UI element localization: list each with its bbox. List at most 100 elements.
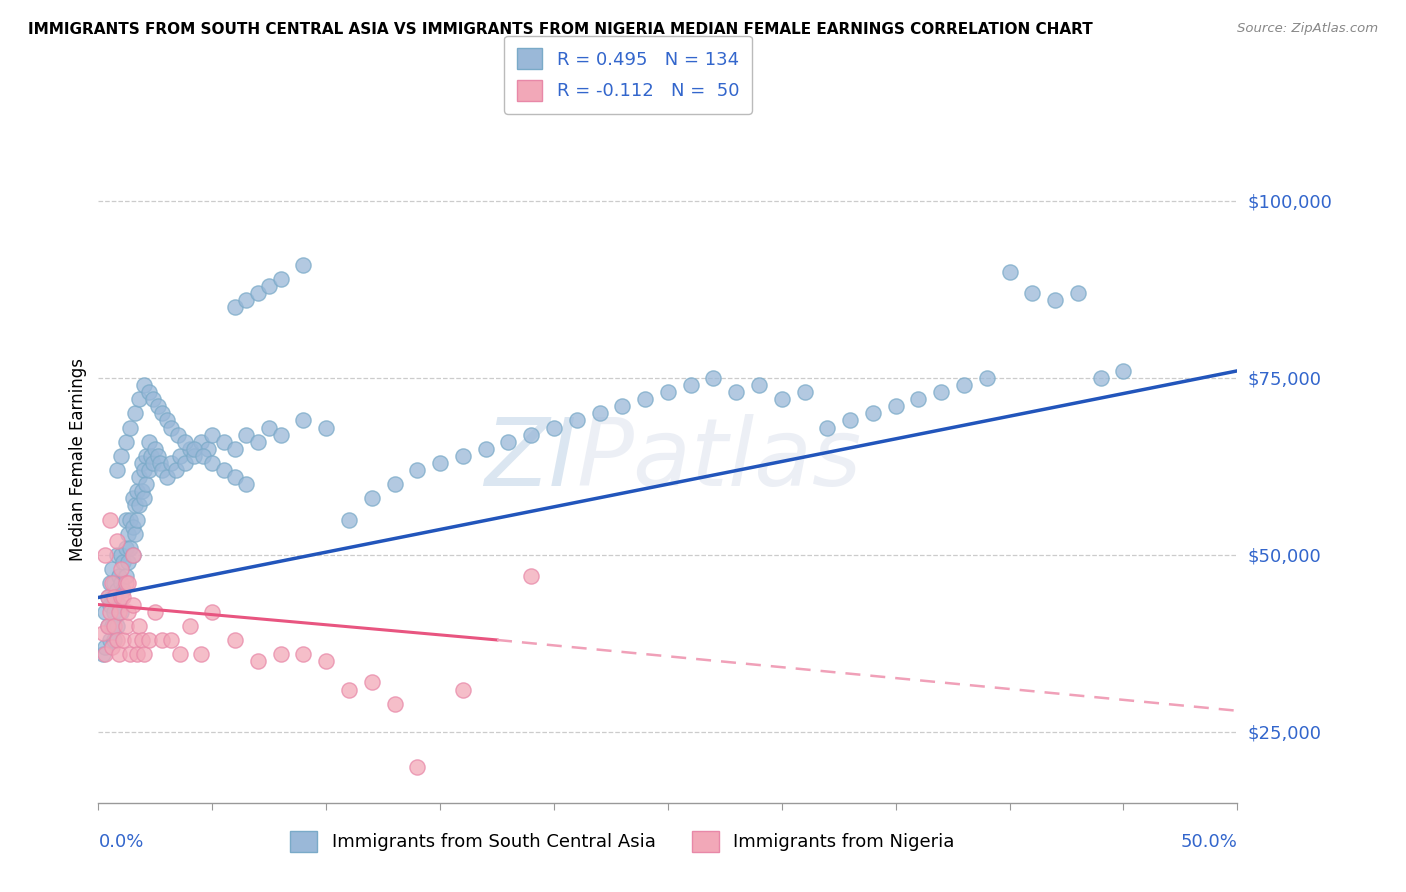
Point bbox=[94, 640, 117, 654]
Point bbox=[384, 477, 406, 491]
Point bbox=[91, 625, 114, 640]
Point bbox=[612, 399, 634, 413]
Point bbox=[360, 675, 382, 690]
Point bbox=[112, 591, 135, 605]
Point bbox=[110, 562, 132, 576]
Point bbox=[117, 526, 139, 541]
Point bbox=[121, 519, 143, 533]
Point bbox=[105, 632, 128, 647]
Point bbox=[96, 591, 118, 605]
Point bbox=[588, 406, 610, 420]
Point bbox=[138, 463, 160, 477]
Point bbox=[96, 591, 118, 605]
Point bbox=[145, 442, 167, 456]
Legend: Immigrants from South Central Asia, Immigrants from Nigeria: Immigrants from South Central Asia, Immi… bbox=[283, 823, 962, 859]
Point bbox=[1021, 285, 1043, 300]
Point bbox=[96, 619, 118, 633]
Point bbox=[183, 449, 205, 463]
Point bbox=[315, 420, 337, 434]
Point bbox=[105, 619, 128, 633]
Point bbox=[748, 378, 770, 392]
Point bbox=[169, 449, 191, 463]
Point bbox=[156, 413, 179, 427]
Point bbox=[193, 449, 215, 463]
Point bbox=[98, 512, 121, 526]
Point bbox=[103, 632, 125, 647]
Point bbox=[101, 640, 124, 654]
Point bbox=[110, 591, 132, 605]
Point bbox=[103, 576, 125, 591]
Point bbox=[105, 548, 128, 562]
Point bbox=[451, 449, 474, 463]
Point bbox=[150, 632, 173, 647]
Point bbox=[634, 392, 657, 407]
Point bbox=[131, 484, 153, 499]
Point bbox=[183, 442, 205, 456]
Point bbox=[337, 512, 360, 526]
Point bbox=[121, 491, 143, 506]
Point bbox=[201, 427, 224, 442]
Point bbox=[128, 619, 150, 633]
Point bbox=[235, 427, 257, 442]
Point bbox=[139, 449, 162, 463]
Point bbox=[124, 526, 146, 541]
Point bbox=[120, 420, 142, 434]
Point bbox=[224, 470, 246, 484]
Point bbox=[429, 456, 451, 470]
Point bbox=[132, 491, 155, 506]
Point bbox=[128, 499, 150, 513]
Point bbox=[94, 605, 117, 619]
Point bbox=[117, 555, 139, 569]
Point bbox=[103, 591, 125, 605]
Text: Source: ZipAtlas.com: Source: ZipAtlas.com bbox=[1237, 22, 1378, 36]
Point bbox=[270, 427, 292, 442]
Point bbox=[98, 576, 121, 591]
Point bbox=[110, 605, 132, 619]
Point bbox=[108, 647, 131, 661]
Point bbox=[117, 605, 139, 619]
Point bbox=[190, 647, 212, 661]
Point bbox=[101, 591, 124, 605]
Point bbox=[862, 406, 884, 420]
Point bbox=[132, 647, 155, 661]
Point bbox=[201, 605, 224, 619]
Text: IMMIGRANTS FROM SOUTH CENTRAL ASIA VS IMMIGRANTS FROM NIGERIA MEDIAN FEMALE EARN: IMMIGRANTS FROM SOUTH CENTRAL ASIA VS IM… bbox=[28, 22, 1092, 37]
Point bbox=[384, 697, 406, 711]
Point bbox=[150, 463, 173, 477]
Point bbox=[124, 499, 146, 513]
Point bbox=[474, 442, 496, 456]
Point bbox=[128, 470, 150, 484]
Point bbox=[998, 265, 1021, 279]
Point bbox=[138, 434, 160, 449]
Point bbox=[520, 427, 543, 442]
Point bbox=[1090, 371, 1112, 385]
Point bbox=[101, 576, 124, 591]
Point bbox=[839, 413, 862, 427]
Point bbox=[292, 413, 315, 427]
Point bbox=[815, 420, 838, 434]
Point bbox=[101, 562, 124, 576]
Point bbox=[117, 576, 139, 591]
Point bbox=[246, 434, 269, 449]
Point bbox=[98, 632, 121, 647]
Point bbox=[128, 392, 150, 407]
Point bbox=[108, 605, 131, 619]
Point bbox=[235, 477, 257, 491]
Point bbox=[124, 406, 146, 420]
Point bbox=[1067, 285, 1090, 300]
Point bbox=[160, 456, 183, 470]
Point bbox=[120, 647, 142, 661]
Point bbox=[770, 392, 793, 407]
Point bbox=[146, 399, 169, 413]
Point bbox=[520, 569, 543, 583]
Point bbox=[212, 463, 235, 477]
Point bbox=[114, 619, 136, 633]
Point bbox=[135, 449, 157, 463]
Point bbox=[91, 647, 114, 661]
Point bbox=[108, 598, 131, 612]
Point bbox=[565, 413, 588, 427]
Point bbox=[292, 647, 315, 661]
Point bbox=[174, 434, 197, 449]
Point bbox=[165, 463, 187, 477]
Point bbox=[105, 463, 128, 477]
